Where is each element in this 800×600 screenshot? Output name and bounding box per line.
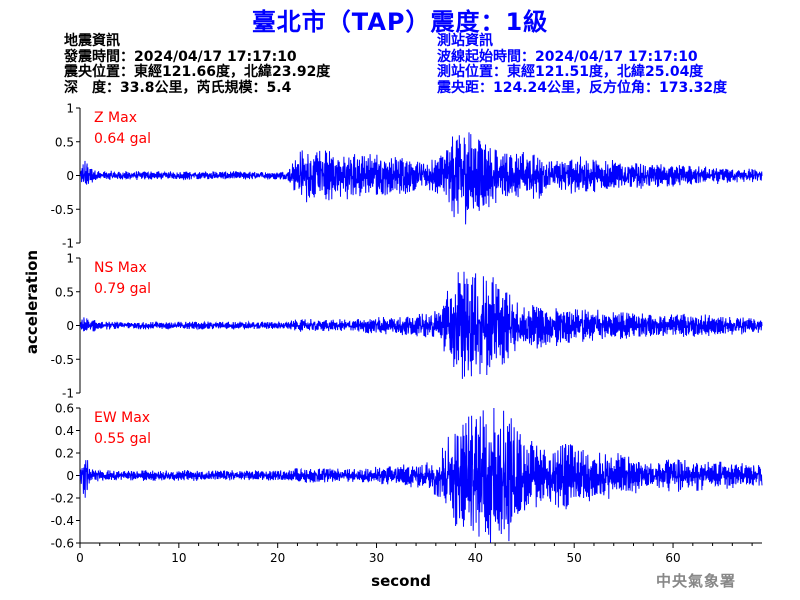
y-tick-label: -0.4	[51, 514, 74, 528]
panel-z: 1 0.5 0 -0.5 -1 Z Max 0.64 gal	[51, 102, 763, 251]
y-tick-label: 0	[66, 469, 74, 483]
seismogram-panels: 1 0.5 0 -0.5 -1 Z Max 0.64 gal 1 0.5 0 -0.5 -1 NS Ma…	[51, 102, 763, 551]
y-tick-label: -0.6	[51, 537, 74, 551]
y-tick-label: 0.2	[55, 447, 74, 461]
y-tick-label: -0.5	[51, 353, 74, 367]
panel-ew: 0.6 0.4 0.2 0 -0.2 -0.4 -0.6 EW Max 0.55 gal	[51, 402, 763, 551]
x-tick-label: 0	[76, 551, 84, 565]
waveform-ns	[79, 271, 763, 379]
x-tick-label: 10	[171, 551, 186, 565]
y-tick-label: 1	[66, 102, 74, 116]
max-value: 0.79 gal	[94, 281, 151, 297]
chart-title: 臺北市（TAP）震度：1級	[251, 8, 549, 36]
epicenter-text: 震央位置：東經121.66度，北緯23.92度	[64, 64, 331, 80]
station-info-block: 測站資訊 波線起始時間：2024/04/17 17:17:10 測站位置：東經1…	[437, 33, 728, 96]
y-tick-label: 0	[66, 319, 74, 333]
y-tick-label: -1	[62, 237, 74, 251]
y-axis-label: acceleration	[23, 250, 41, 354]
station-location-text: 測站位置：東經121.51度，北緯25.04度	[437, 64, 704, 80]
x-axis-label: second	[371, 572, 431, 590]
x-tick-label: 50	[567, 551, 582, 565]
max-label: Z Max	[94, 110, 137, 126]
earthquake-info-heading: 地震資訊	[64, 33, 120, 49]
y-tick-label: 0.5	[55, 285, 74, 299]
max-label: NS Max	[94, 260, 147, 276]
waveform-ew	[79, 407, 763, 543]
y-tick-label: 0.6	[55, 402, 74, 416]
max-label: EW Max	[94, 410, 150, 426]
depth-magnitude-text: 深 度：33.8公里，芮氏規模：5.4	[64, 79, 292, 96]
panel-ns: 1 0.5 0 -0.5 -1 NS Max 0.79 gal	[51, 252, 763, 401]
epicentral-distance-text: 震央距：124.24公里，反方位角：173.32度	[437, 79, 728, 96]
x-tick-label: 20	[270, 551, 285, 565]
y-tick-label: -0.5	[51, 203, 74, 217]
station-info-heading: 測站資訊	[437, 33, 493, 49]
y-tick-label: -1	[62, 387, 74, 401]
max-value: 0.55 gal	[94, 431, 151, 447]
y-tick-label: 0	[66, 169, 74, 183]
y-tick-label: -0.2	[51, 492, 74, 506]
y-tick-label: 0.4	[55, 424, 74, 438]
agency-watermark: 中央氣象署	[656, 572, 737, 590]
x-tick-label: 60	[665, 551, 680, 565]
y-tick-label: 1	[66, 252, 74, 266]
x-axis: 0 10 20 30 40 50 60	[76, 542, 762, 565]
x-tick-label: 40	[468, 551, 483, 565]
earthquake-info-block: 地震資訊 發震時間：2024/04/17 17:17:10 震央位置：東經121…	[64, 33, 331, 96]
x-tick-label: 30	[369, 551, 384, 565]
y-tick-label: 0.5	[55, 135, 74, 149]
max-value: 0.64 gal	[94, 131, 151, 147]
wave-start-text: 波線起始時間：2024/04/17 17:17:10	[437, 48, 698, 65]
origin-time-text: 發震時間：2024/04/17 17:17:10	[64, 48, 297, 65]
waveform-z	[79, 132, 763, 225]
